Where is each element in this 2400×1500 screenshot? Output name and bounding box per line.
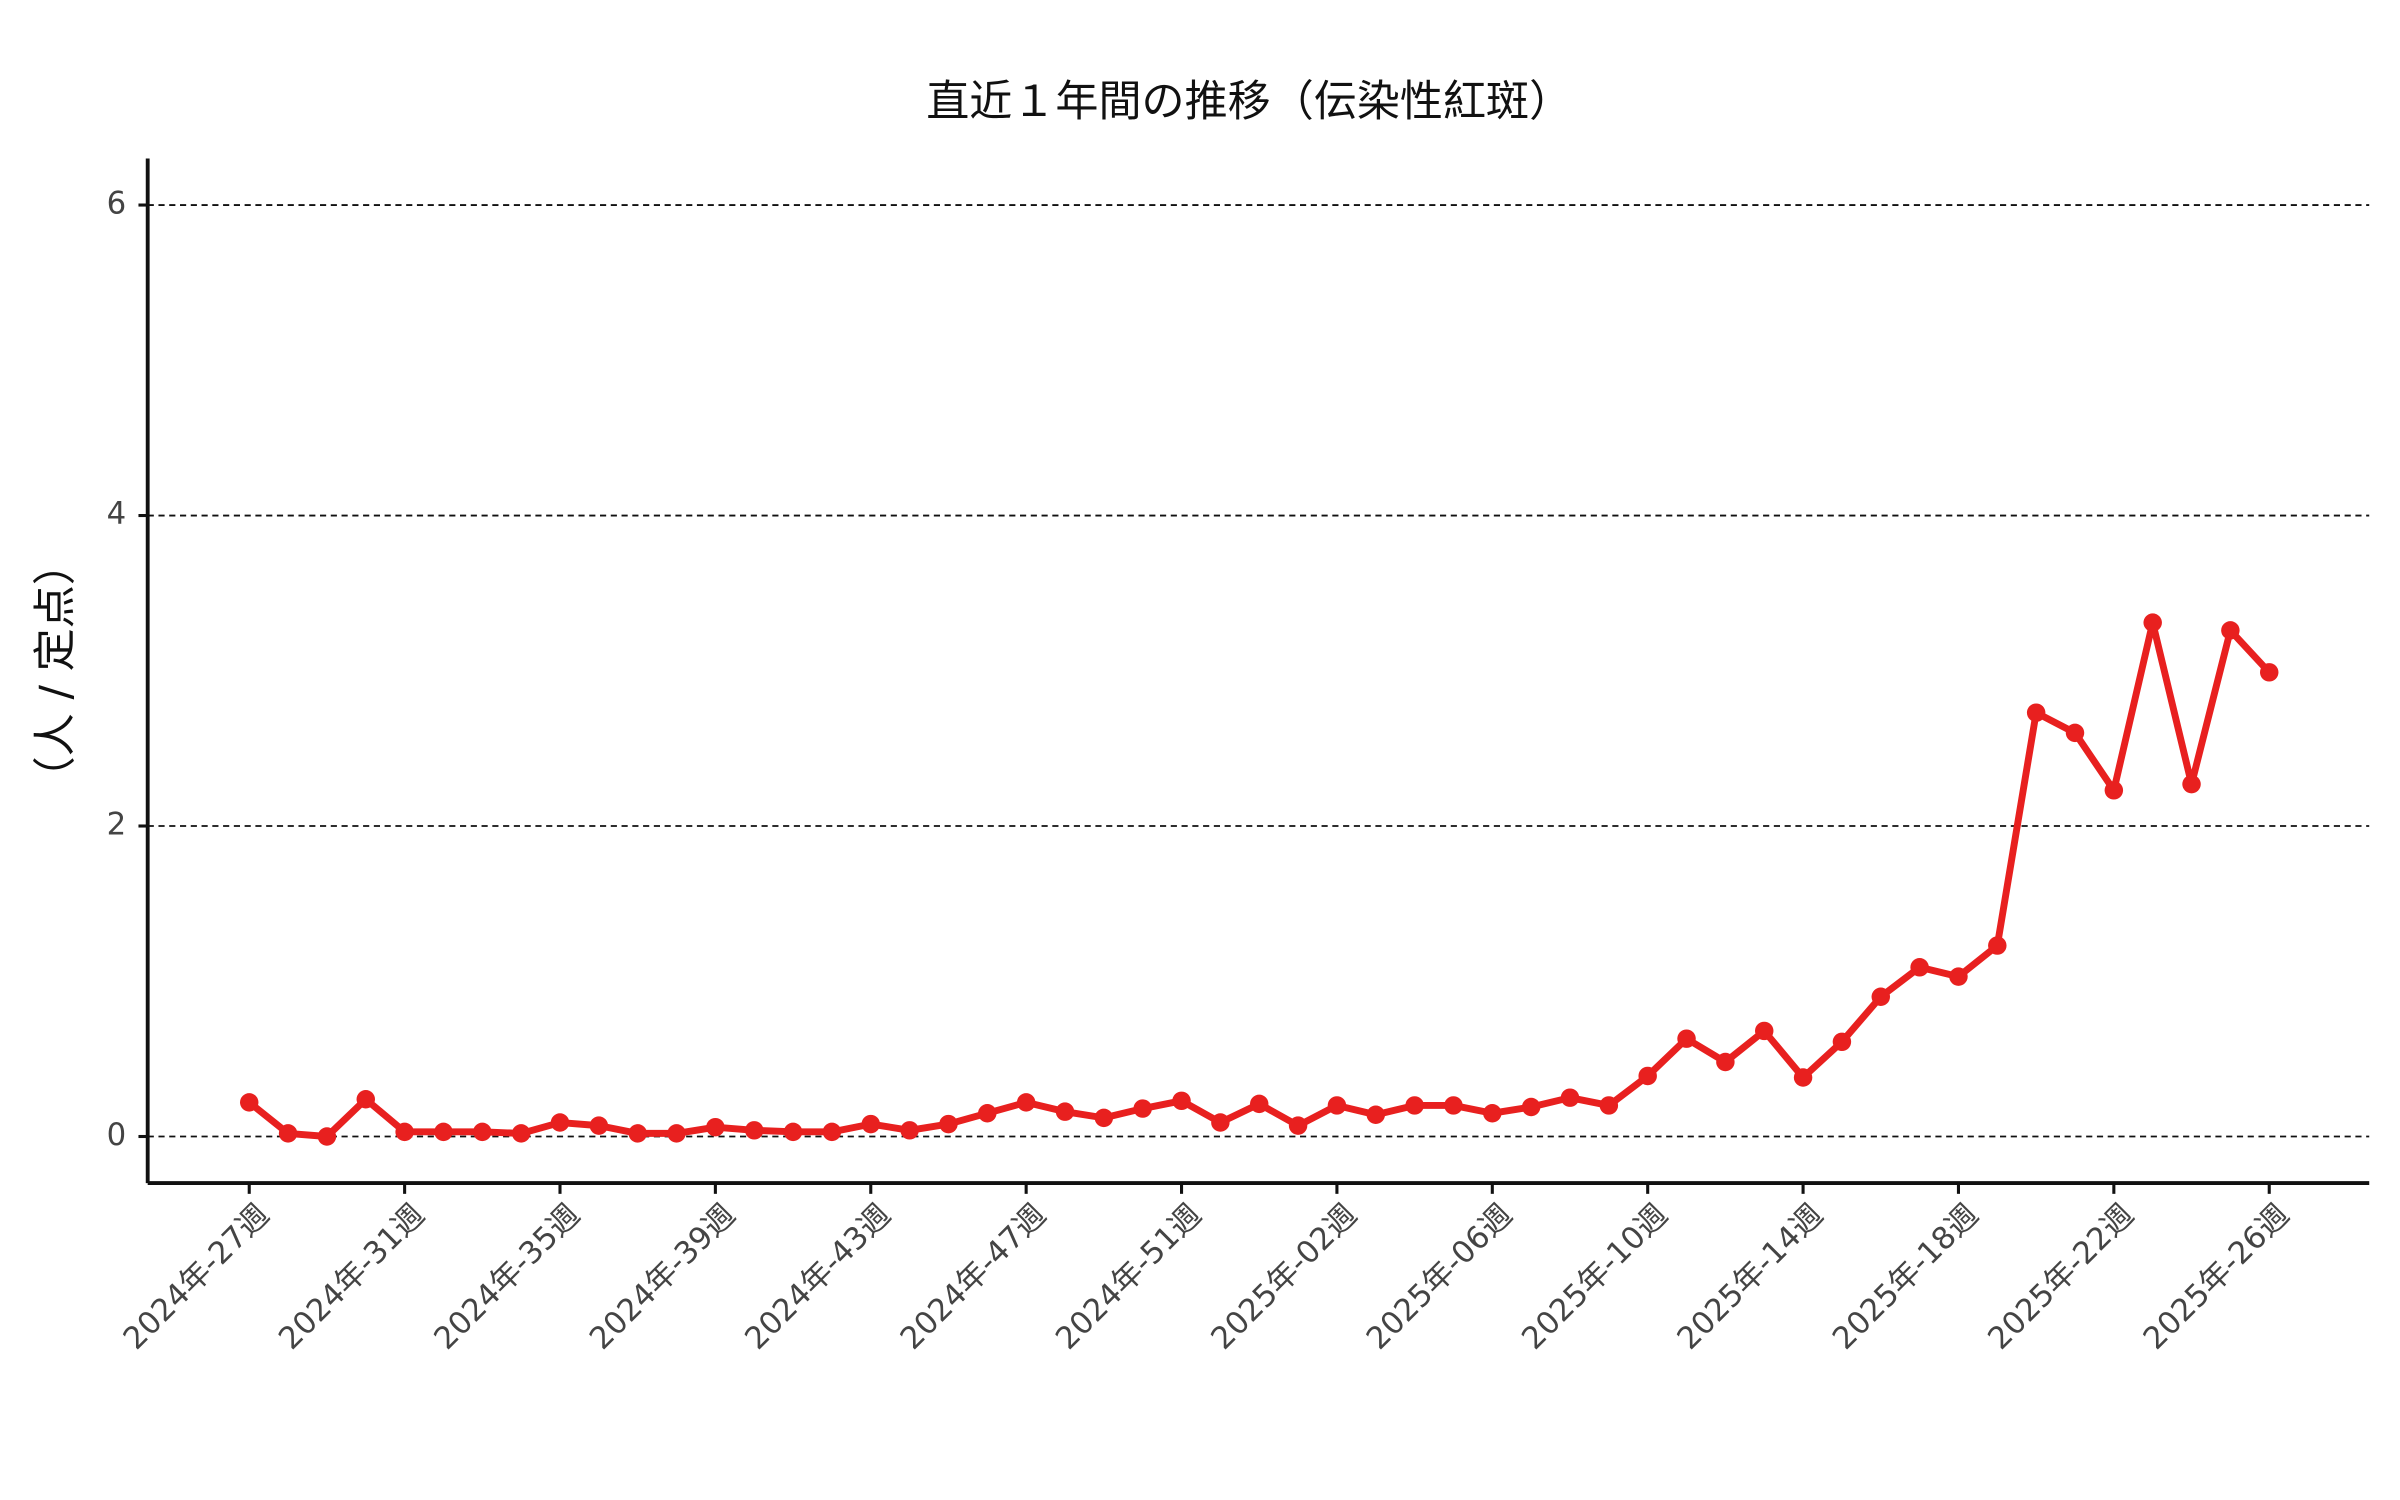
data-point xyxy=(1677,1029,1696,1048)
data-point xyxy=(1638,1066,1657,1086)
x-tick-label: 2024年-31週 xyxy=(272,1197,432,1357)
data-point xyxy=(356,1090,375,1109)
data-point xyxy=(550,1113,570,1132)
data-point xyxy=(939,1114,958,1134)
data-point xyxy=(1133,1099,1152,1118)
y-tick-label: 2 xyxy=(107,807,127,843)
chart-title: 直近１年間の推移（伝染性紅斑） xyxy=(926,77,1572,127)
x-tick-label: 2025年-22週 xyxy=(1981,1197,2141,1357)
data-point xyxy=(783,1122,803,1142)
data-point xyxy=(1755,1021,1774,1041)
data-point xyxy=(1327,1096,1347,1115)
data-point xyxy=(1055,1102,1075,1121)
data-point xyxy=(1094,1108,1114,1128)
data-point xyxy=(278,1124,298,1143)
data-point xyxy=(706,1117,725,1137)
x-tick-label: 2025年-10週 xyxy=(1515,1197,1675,1357)
x-tick-label: 2025年-02週 xyxy=(1204,1197,1364,1357)
y-tick-label: 4 xyxy=(107,496,127,532)
data-point xyxy=(2104,781,2124,800)
data-point xyxy=(1949,967,1968,986)
data-point xyxy=(822,1122,842,1142)
data-point xyxy=(1521,1097,1541,1117)
data-point xyxy=(1211,1113,1230,1132)
data-point xyxy=(2260,663,2279,682)
data-point xyxy=(473,1122,492,1142)
data-point xyxy=(434,1122,453,1142)
data-point xyxy=(1444,1096,1463,1115)
data-point xyxy=(1832,1032,1852,1052)
data-point xyxy=(1910,958,1929,977)
data-point xyxy=(1483,1103,1502,1123)
x-tick-label: 2024年-27週 xyxy=(116,1197,276,1357)
data-point xyxy=(1988,936,2007,955)
data-point xyxy=(1016,1093,1036,1112)
data-point xyxy=(1716,1052,1735,1072)
x-tick-label: 2025年-14週 xyxy=(1670,1197,1830,1357)
data-point xyxy=(978,1103,997,1123)
data-point xyxy=(628,1124,647,1143)
data-point xyxy=(1172,1091,1191,1111)
data-point xyxy=(1366,1105,1385,1124)
data-point xyxy=(511,1124,531,1143)
data-point xyxy=(900,1121,919,1140)
x-tick-label: 2025年-06週 xyxy=(1360,1197,1520,1357)
x-tick-label: 2024年-39週 xyxy=(583,1197,743,1357)
y-axis-label: （人 / 定点） xyxy=(31,542,81,799)
data-point xyxy=(1288,1116,1308,1135)
data-point xyxy=(745,1121,764,1140)
y-tick-label: 0 xyxy=(107,1117,127,1153)
data-point xyxy=(2143,613,2162,632)
x-tick-label: 2024年-43週 xyxy=(738,1197,898,1357)
data-point xyxy=(861,1114,880,1134)
data-point xyxy=(395,1122,414,1142)
data-point xyxy=(240,1093,259,1112)
x-tick-label: 2024年-47週 xyxy=(893,1197,1053,1357)
data-point xyxy=(1405,1096,1424,1115)
data-point xyxy=(2026,703,2046,722)
data-point xyxy=(2182,774,2201,794)
data-point xyxy=(2065,723,2085,743)
data-point xyxy=(1250,1094,1269,1114)
data-point xyxy=(2221,621,2240,640)
x-tick-label: 2024年-51週 xyxy=(1049,1197,1209,1357)
data-point xyxy=(1599,1096,1619,1115)
data-point xyxy=(1793,1068,1813,1087)
data-point xyxy=(317,1127,337,1146)
y-tick-label: 6 xyxy=(107,186,127,222)
x-tick-label: 2024年-35週 xyxy=(427,1197,587,1357)
x-tick-label: 2025年-26週 xyxy=(2136,1197,2296,1357)
data-point xyxy=(1560,1088,1580,1107)
x-tick-label: 2025年-18週 xyxy=(1826,1197,1986,1357)
data-point xyxy=(589,1116,609,1135)
data-point xyxy=(667,1124,686,1143)
data-point xyxy=(1871,987,1890,1007)
data-line xyxy=(247,619,2272,1140)
